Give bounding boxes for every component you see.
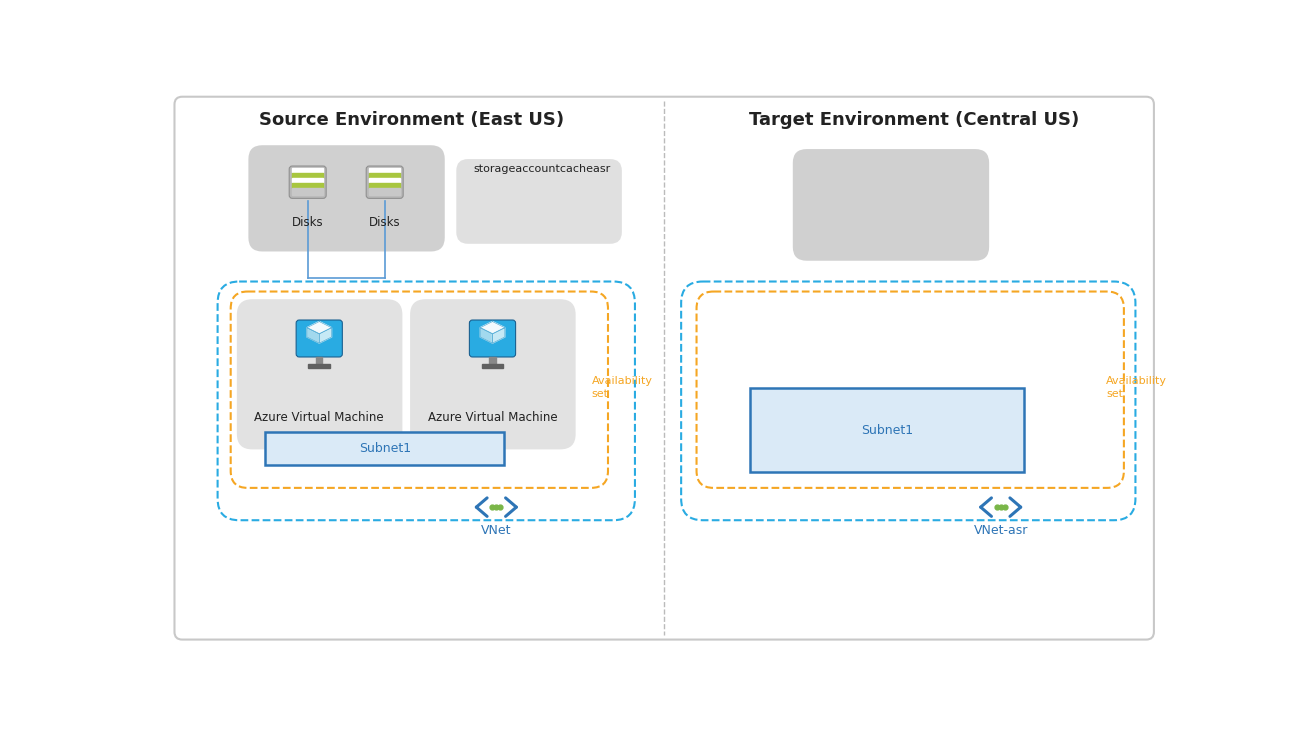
Bar	[490, 357, 495, 364]
FancyBboxPatch shape	[289, 166, 327, 198]
Polygon shape	[481, 328, 492, 343]
FancyBboxPatch shape	[237, 299, 402, 449]
Text: Azure Virtual Machine: Azure Virtual Machine	[254, 411, 384, 424]
Bar	[293, 183, 323, 187]
Bar	[369, 168, 400, 172]
Polygon shape	[481, 321, 505, 334]
FancyBboxPatch shape	[410, 299, 575, 449]
Polygon shape	[307, 328, 319, 343]
Text: Target Environment (Central US): Target Environment (Central US)	[749, 111, 1078, 129]
Text: Availability
set: Availability set	[592, 376, 653, 399]
Text: Subnet1: Subnet1	[861, 424, 912, 437]
Text: Availability
set: Availability set	[1107, 376, 1168, 399]
Polygon shape	[319, 328, 332, 343]
Text: Source Environment (East US): Source Environment (East US)	[259, 111, 564, 129]
FancyBboxPatch shape	[469, 320, 516, 357]
Bar	[266, 432, 504, 465]
Text: Subnet1: Subnet1	[359, 442, 411, 455]
Bar	[482, 364, 503, 367]
Text: Disks: Disks	[292, 216, 324, 229]
FancyBboxPatch shape	[175, 97, 1153, 639]
FancyBboxPatch shape	[249, 145, 445, 252]
Bar	[369, 179, 400, 182]
FancyBboxPatch shape	[793, 149, 989, 261]
Text: storageaccountcacheasr: storageaccountcacheasr	[474, 165, 612, 174]
Bar	[369, 188, 400, 195]
Text: VNet: VNet	[481, 524, 512, 537]
Polygon shape	[492, 328, 505, 343]
Bar	[293, 179, 323, 182]
Text: Disks: Disks	[369, 216, 400, 229]
FancyBboxPatch shape	[367, 166, 403, 198]
Text: VNet-asr: VNet-asr	[973, 524, 1028, 537]
Bar	[750, 388, 1024, 472]
Bar	[293, 188, 323, 195]
Bar	[293, 173, 323, 178]
Text: Azure Virtual Machine: Azure Virtual Machine	[428, 411, 557, 424]
Bar	[316, 357, 323, 364]
Bar	[369, 183, 400, 187]
FancyBboxPatch shape	[297, 320, 342, 357]
Bar	[369, 173, 400, 178]
Polygon shape	[307, 321, 332, 334]
Bar	[293, 168, 323, 172]
Bar	[308, 364, 330, 367]
FancyBboxPatch shape	[456, 159, 622, 243]
